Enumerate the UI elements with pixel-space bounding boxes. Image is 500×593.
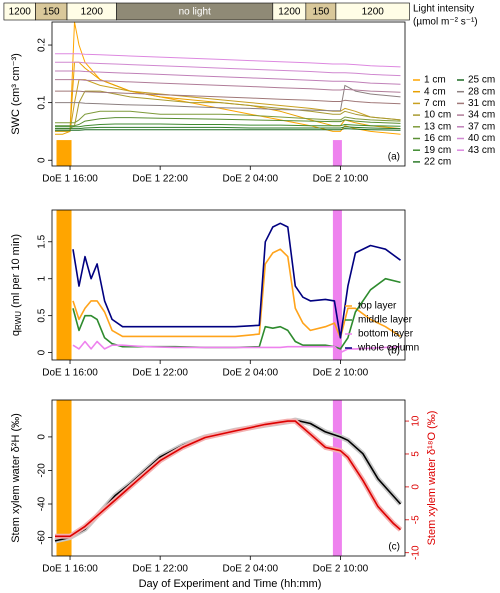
event-band [56, 140, 72, 166]
line [55, 61, 401, 77]
y2-axis-label: Stem xylem water δ¹⁸O (‰) [426, 411, 438, 546]
event-band [332, 140, 342, 166]
legend-label: 31 cm [468, 98, 495, 109]
x-axis-label: Day of Experiment and Time (hh:mm) [139, 578, 322, 590]
y-tick-label: -60 [37, 530, 48, 545]
light-label: 1200 [362, 7, 385, 18]
line [55, 128, 401, 131]
legend-label: 19 cm [424, 145, 451, 156]
line [55, 126, 401, 130]
line [55, 123, 401, 128]
y2-tick-label: 10 [411, 415, 422, 427]
line-band [54, 417, 403, 544]
legend-label: middle layer [358, 315, 413, 326]
y2-tick-label: -5 [411, 515, 422, 524]
light-label: no light [179, 7, 211, 18]
y-axis-label: SWC (cm³ cm⁻³) [10, 53, 22, 135]
light-label: 1200 [9, 7, 32, 18]
y-tick-label: 0.5 [37, 308, 48, 322]
y-tick-label: 0 [37, 349, 48, 355]
x-tick-label: DoE 2 10:00 [313, 368, 369, 379]
line [55, 84, 401, 112]
y-axis-label-main: q [10, 330, 22, 336]
line [55, 90, 401, 130]
light-label: 1200 [81, 7, 104, 18]
legend-label: 16 cm [424, 133, 451, 144]
y-tick-label: 1.5 [37, 234, 48, 248]
y-axis-label: Stem xylem water δ²H (‰) [10, 413, 22, 543]
light-unit: (µmol m⁻² s⁻¹) [413, 17, 478, 28]
event-band [56, 400, 72, 556]
line [55, 53, 401, 68]
y-tick-label: 0.2 [37, 38, 48, 52]
panel-label: (b) [388, 346, 400, 357]
legend-label: 4 cm [424, 86, 446, 97]
y-tick-label: 1 [37, 276, 48, 282]
legend-label: 34 cm [468, 110, 495, 121]
x-tick-label: DoE 2 04:00 [222, 174, 278, 185]
line [55, 90, 401, 105]
y-tick-label: 0.1 [37, 95, 48, 109]
light-label: 150 [313, 7, 330, 18]
light-segment [335, 2, 410, 21]
legend-label: bottom layer [358, 329, 414, 340]
legend-label: 40 cm [468, 133, 495, 144]
event-band [56, 210, 72, 360]
line [72, 340, 401, 354]
x-tick-label: DoE 2 04:00 [222, 564, 278, 575]
line [55, 110, 401, 124]
line [72, 248, 401, 339]
x-tick-label: DoE 2 04:00 [222, 368, 278, 379]
y2-tick-label: 5 [411, 451, 422, 457]
y-tick-label: -40 [37, 496, 48, 511]
y-tick-label: -20 [37, 463, 48, 478]
x-tick-label: DoE 1 16:00 [42, 564, 98, 575]
y2-tick-label: -10 [411, 545, 422, 560]
legend-label: 43 cm [468, 145, 495, 156]
panel-label: (a) [388, 152, 400, 163]
x-tick-label: DoE 2 10:00 [313, 174, 369, 185]
plot-frame [51, 399, 406, 557]
x-tick-label: DoE 1 22:00 [132, 174, 188, 185]
x-tick-label: DoE 1 16:00 [42, 368, 98, 379]
y2-tick-label: 0 [411, 484, 422, 490]
y-tick-label: 0 [37, 434, 48, 440]
legend-label: 10 cm [424, 110, 451, 121]
line [72, 277, 401, 350]
line [55, 79, 401, 132]
line [55, 70, 401, 85]
line [55, 420, 402, 538]
event-band [332, 400, 342, 556]
light-title: Light intensity [413, 4, 474, 15]
y-axis-label-rest: (ml per 10 min) [10, 234, 22, 311]
line [55, 79, 401, 93]
x-tick-label: DoE 1 22:00 [132, 368, 188, 379]
legend-label: 1 cm [424, 75, 446, 86]
x-tick-label: DoE 1 16:00 [42, 174, 98, 185]
y-axis-label: qRWU (ml per 10 min) [10, 234, 23, 336]
plot-frame [51, 209, 406, 361]
legend-label: top layer [358, 301, 397, 312]
legend-label: 25 cm [468, 75, 495, 86]
line [72, 222, 401, 339]
light-label: 1200 [278, 7, 301, 18]
event-band [332, 210, 342, 360]
plot-frame [51, 21, 406, 167]
light-label: 150 [43, 7, 60, 18]
legend-label: 22 cm [424, 157, 451, 168]
panel-label: (c) [388, 542, 400, 553]
y-axis-label-sub: RWU [14, 311, 23, 330]
legend-label: 28 cm [468, 86, 495, 97]
legend-label: 37 cm [468, 121, 495, 132]
line [55, 117, 401, 127]
y-tick-label: 0 [37, 157, 48, 163]
x-tick-label: DoE 1 22:00 [132, 564, 188, 575]
legend-label: 7 cm [424, 98, 446, 109]
x-tick-label: DoE 2 10:00 [313, 564, 369, 575]
legend-label: 13 cm [424, 121, 451, 132]
legend-label: whole column [357, 343, 419, 354]
